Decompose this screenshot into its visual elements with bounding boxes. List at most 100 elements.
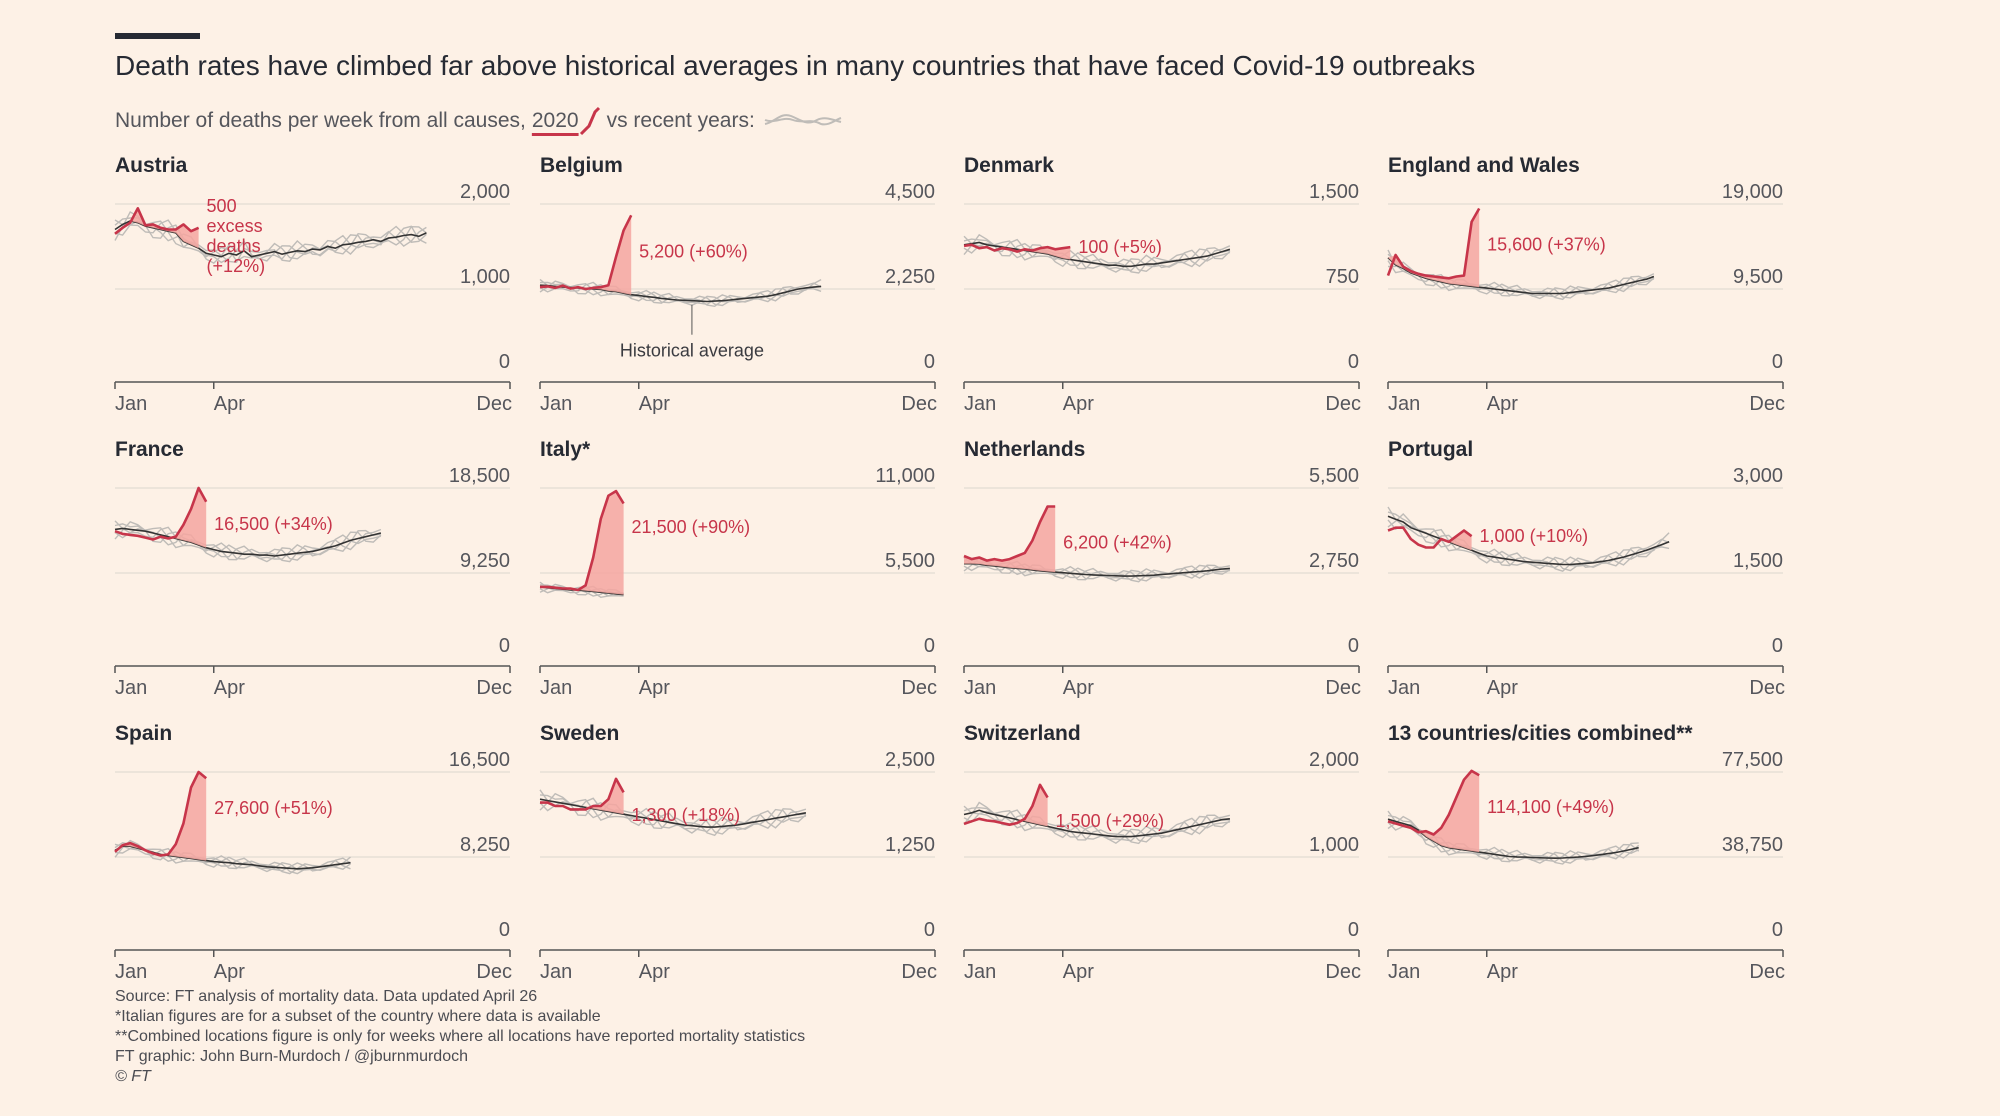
series-2020-line [114,770,208,857]
x-tick-label: Jan [964,961,996,983]
footer-notes: Source: FT analysis of mortality data. D… [115,987,805,1087]
recent-year-line [114,846,351,875]
excess-deaths-area [115,488,207,548]
panel-title: Switzerland [964,722,1081,745]
y-tick-label: 9,250 [460,550,510,572]
recent-year-line [963,810,1230,845]
y-tick-label: 750 [1326,266,1359,288]
excess-annotation: 21,500 (+90%) [632,517,751,537]
x-tick-label: Apr [639,393,670,415]
y-tick-label: 18,500 [449,465,510,487]
excess-annotation: 1,300 (+18%) [632,805,741,825]
recent-year-line [963,235,1231,273]
x-tick-label: Dec [1325,961,1361,983]
panel-france: France 0 9,250 18,500 Jan Apr Dec 16,500 (+34%) [114,438,512,699]
y-tick-label: 1,500 [1733,550,1783,572]
y-tick-label: 1,000 [1309,834,1359,856]
excess-annotation: 15,600 (+37%) [1487,234,1606,254]
excess-deaths-area [964,506,1056,573]
y-tick-label: 5,500 [1309,465,1359,487]
y-tick-label: 8,250 [460,834,510,856]
historical-average-callout: Historical average [620,341,764,361]
x-tick-label: Dec [476,677,512,699]
y-tick-label: 9,500 [1733,266,1783,288]
panel-switzerland: Switzerland 0 1,000 2,000 Jan Apr Dec 1,500 (+2… [963,722,1361,983]
excess-annotation: 27,600 (+51%) [214,798,333,818]
x-tick-label: Apr [639,961,670,983]
panel-title: Italy* [540,438,591,461]
recent-year-line [1387,260,1655,301]
x-tick-label: Apr [1487,677,1518,699]
chart-subtitle: Number of deaths per week from all cause… [115,104,843,138]
y-tick-label: 38,750 [1722,834,1783,856]
excess-deaths-area [115,208,199,249]
excess-deaths-area [540,491,624,595]
x-tick-label: Apr [1063,393,1094,415]
x-tick-label: Jan [1388,393,1420,415]
panel-austria: Austria 0 1,000 2,000 Jan Apr Dec 500excessdeat… [114,154,512,415]
x-tick-label: Jan [964,393,996,415]
x-tick-label: Jan [115,393,147,415]
historical-average-line [539,798,807,828]
historical-average-line [114,527,382,557]
panel-spain: Spain 0 8,250 16,500 Jan Apr Dec 27,600 (+51%) [114,722,512,983]
x-tick-label: Dec [1325,677,1361,699]
x-tick-label: Dec [1749,961,1785,983]
series-2020-line [963,243,1071,253]
y-tick-label: 3,000 [1733,465,1783,487]
y-tick-label: 16,500 [449,749,510,771]
subtitle-year: 2020 [531,109,579,132]
series-2020-line [963,783,1049,827]
recent-year-line [1387,519,1670,572]
recent-year-line [539,282,822,308]
excess-annotation: 1,000 (+10%) [1480,526,1589,546]
x-tick-label: Dec [1749,677,1785,699]
x-tick-label: Jan [115,961,147,983]
panel-title: Denmark [964,154,1054,177]
x-tick-label: Dec [901,677,937,699]
y-tick-label: 5,500 [885,550,935,572]
panel-italy: Italy* 0 5,500 11,000 Jan Apr Dec 21,500 (+90%) [539,438,937,699]
x-tick-label: Apr [1063,677,1094,699]
combined-note: **Combined locations figure is only for … [115,1028,806,1045]
subtitle-prefix: Number of deaths per week from all cause… [115,109,526,132]
chart-title: Death rates have climbed far above histo… [115,50,1476,81]
recent-year-line [539,789,807,835]
x-tick-label: Apr [214,393,245,415]
x-tick-label: Jan [1388,677,1420,699]
series-2020-line [539,214,633,291]
y-tick-label: 77,500 [1722,749,1783,771]
x-tick-label: Apr [1487,961,1518,983]
x-tick-label: Jan [540,961,572,983]
recent-year-line [114,520,382,561]
x-tick-label: Apr [639,677,670,699]
panel-title: Belgium [540,154,623,177]
historical-average-line [114,220,427,258]
credit-note: FT graphic: John Burn-Murdoch / @jburnmu… [115,1048,468,1065]
y-tick-label: 0 [924,919,935,941]
y-tick-label: 0 [499,351,510,373]
x-tick-label: Jan [540,393,572,415]
x-tick-label: Dec [476,961,512,983]
current-year-line-key-icon [579,106,600,136]
recent-year-line [114,211,427,264]
historical-average-line [963,809,1230,838]
y-tick-label: 1,000 [460,266,510,288]
excess-annotation: 100 (+5%) [1078,237,1162,257]
y-tick-label: 0 [1772,919,1783,941]
recent-year-line [963,557,1231,581]
recent-year-line [114,219,427,262]
copyright-note: © FT [115,1068,151,1085]
y-tick-label: 1,250 [885,834,935,856]
x-tick-label: Apr [1063,961,1094,983]
excess-annotation: deaths [207,236,261,256]
x-tick-label: Apr [214,677,245,699]
excess-deaths-area [540,215,632,295]
y-tick-label: 2,750 [1309,550,1359,572]
excess-deaths-area [1388,770,1480,853]
x-tick-label: Dec [476,393,512,415]
x-tick-label: Apr [1487,393,1518,415]
x-tick-label: Jan [1388,961,1420,983]
y-tick-label: 2,500 [885,749,935,771]
excess-deaths-area [115,772,207,861]
